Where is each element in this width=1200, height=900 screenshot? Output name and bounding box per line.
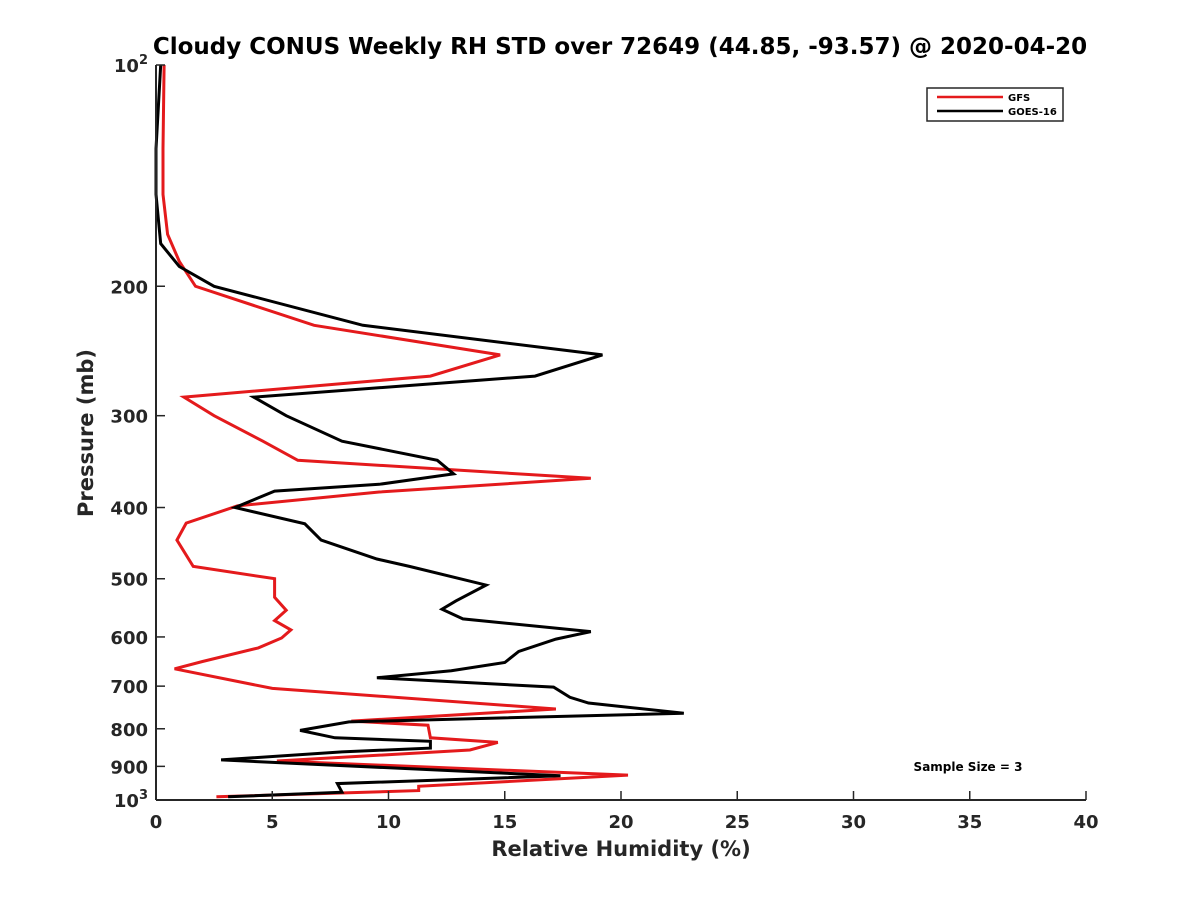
y-axis-label: Pressure (mb) (74, 349, 98, 517)
y-tick-label: 800 (110, 720, 148, 741)
legend-label-gfs: GFS (1008, 93, 1030, 104)
x-tick-label: 30 (841, 812, 866, 833)
sample-size-annotation: Sample Size = 3 (914, 760, 1023, 774)
y-ticks: 102 200 300 400 500 600 700 800 900 103 (110, 53, 165, 812)
series-line-goes16 (154, 64, 684, 799)
y-tick-label: 400 (110, 499, 148, 520)
legend-label-goes16: GOES-16 (1008, 107, 1057, 118)
x-tick-label: 25 (725, 812, 750, 833)
x-tick-label: 15 (492, 812, 517, 833)
y-tick-label: 300 (110, 407, 148, 428)
y-tick-label: 600 (110, 628, 148, 649)
x-tick-label: 0 (150, 812, 163, 833)
legend-box (926, 87, 1064, 122)
x-tick-label: 40 (1073, 812, 1098, 833)
x-ticks: 0 5 10 15 20 25 30 35 40 (150, 791, 1099, 833)
y-tick-label: 900 (110, 757, 148, 778)
series-layer (154, 64, 684, 799)
x-tick-label: 10 (376, 812, 401, 833)
x-axis-label: Relative Humidity (%) (491, 837, 750, 861)
y-tick-label: 500 (110, 570, 148, 591)
x-tick-label: 35 (957, 812, 982, 833)
y-tick-label: 200 (110, 277, 148, 298)
series-line-gfs (161, 64, 629, 799)
legend: GFS GOES-16 (926, 87, 1064, 122)
y-tick-label: 103 (114, 788, 148, 812)
y-tick-label: 700 (110, 677, 148, 698)
chart-title: Cloudy CONUS Weekly RH STD over 72649 (4… (153, 34, 1087, 60)
x-tick-label: 20 (608, 812, 633, 833)
plot-area: 0 5 10 15 20 25 30 35 40 102 200 300 400 500 600 700 80… (110, 53, 1098, 833)
y-tick-label: 102 (114, 53, 148, 77)
x-tick-label: 5 (266, 812, 279, 833)
